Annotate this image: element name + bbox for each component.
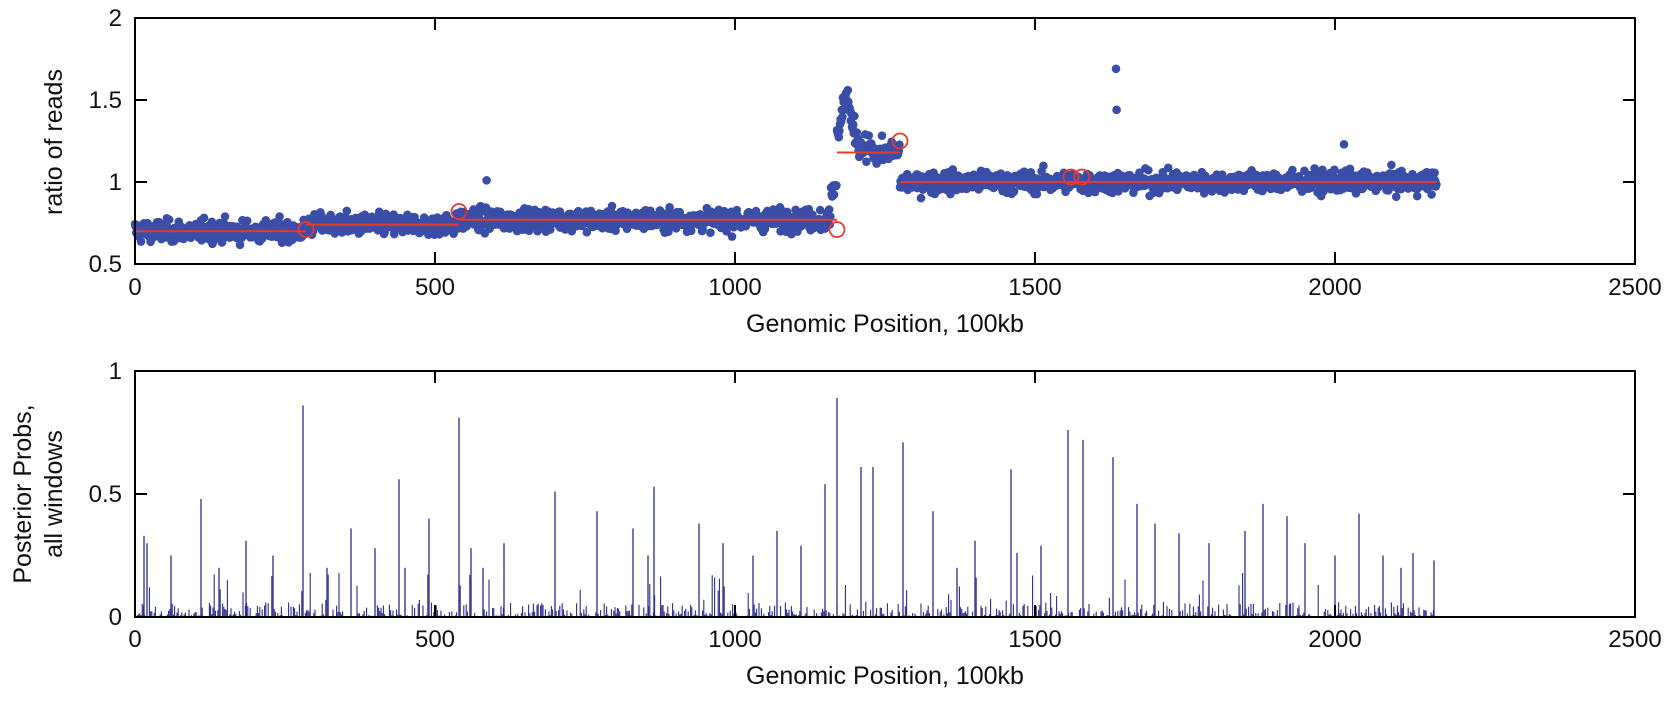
bottom-ytick-label: 0	[109, 604, 122, 631]
breakpoint-circle	[891, 132, 909, 150]
breakpoint-circle	[1062, 168, 1080, 186]
top-xtick-label: 2000	[1308, 274, 1361, 301]
data-point	[1391, 192, 1401, 202]
top-ytick-label: 1.5	[89, 87, 122, 114]
data-point	[665, 203, 674, 212]
data-point	[235, 240, 245, 250]
bottom-chart-ticks	[134, 370, 1636, 618]
bottom-y-axis-label: Posterior Probs,	[9, 404, 37, 583]
data-point	[533, 226, 542, 236]
data-point	[832, 181, 841, 190]
data-point	[1032, 189, 1042, 199]
breakpoint-circle	[828, 221, 846, 238]
top-chart-ticks	[134, 17, 1636, 265]
bottom-xtick-label: 500	[415, 626, 455, 653]
data-point	[760, 224, 770, 234]
bottom-xtick-label: 1500	[1008, 626, 1061, 653]
data-point	[275, 212, 284, 221]
bottom-ytick-label: 1	[109, 358, 122, 385]
bottom-chart: 0 0.5 1 0 500 1000 1500 2000 2500 Genomi…	[9, 358, 1662, 690]
top-ytick-label: 0.5	[89, 251, 122, 278]
breakpoint-circle	[1073, 168, 1091, 186]
data-point	[877, 131, 887, 141]
data-point	[242, 216, 252, 226]
data-point	[824, 205, 834, 214]
top-x-axis-label: Genomic Position, 100kb	[746, 310, 1024, 338]
data-point	[1427, 190, 1436, 199]
bottom-y-axis-label: all windows	[40, 430, 68, 558]
data-point	[607, 201, 617, 211]
top-chart: 0.5 1 1.5 2 0 500 1000 1500 2000 2500 Ge…	[40, 5, 1662, 338]
data-point	[834, 132, 844, 142]
data-point	[825, 220, 835, 229]
data-point	[1114, 187, 1123, 196]
data-point	[1387, 160, 1396, 170]
bottom-xtick-label: 0	[128, 626, 141, 653]
bottom-x-axis-label: Genomic Position, 100kb	[746, 662, 1024, 690]
data-point	[199, 213, 209, 223]
data-point	[1039, 161, 1048, 171]
bottom-chart-frame	[134, 370, 1636, 618]
data-point	[706, 228, 715, 237]
data-point	[782, 207, 792, 217]
top-y-axis-label: ratio of reads	[40, 69, 68, 215]
data-point	[136, 237, 146, 246]
data-point	[664, 227, 673, 236]
data-point	[1163, 163, 1173, 173]
data-point	[207, 217, 217, 227]
data-point	[862, 157, 871, 166]
data-point	[374, 207, 384, 217]
data-point	[895, 140, 904, 149]
data-point	[675, 207, 685, 217]
data-point	[164, 215, 174, 224]
data-point	[722, 226, 731, 236]
data-point	[850, 111, 859, 121]
data-point	[727, 232, 737, 241]
data-point	[829, 190, 839, 199]
outlier-point	[843, 85, 853, 95]
data-point	[1144, 165, 1153, 175]
outlier-point	[482, 176, 491, 185]
data-point	[838, 112, 847, 122]
top-ytick-label: 2	[109, 5, 122, 32]
outlier-point	[1112, 105, 1121, 115]
data-point	[864, 131, 874, 140]
bottom-xtick-label: 1000	[708, 626, 761, 653]
top-xtick-label: 500	[415, 274, 455, 301]
top-xtick-label: 1500	[1008, 274, 1061, 301]
data-point	[1430, 168, 1439, 178]
data-point	[848, 120, 858, 129]
data-point	[1288, 165, 1297, 175]
data-point	[686, 226, 696, 236]
top-ytick-label: 1	[109, 169, 122, 196]
data-point	[220, 212, 230, 221]
top-chart-frame	[134, 17, 1636, 265]
data-point	[1412, 191, 1422, 201]
bottom-ytick-label: 0.5	[89, 481, 122, 508]
breakpoint-circle	[297, 221, 315, 238]
data-point	[835, 126, 844, 136]
data-point	[582, 227, 592, 237]
data-point	[1009, 187, 1019, 196]
outlier-point	[1339, 139, 1349, 149]
top-chart-marks	[130, 64, 1441, 250]
data-point	[916, 193, 926, 203]
outlier-point	[1111, 64, 1121, 74]
data-point	[815, 205, 825, 215]
breakpoint-circle	[450, 203, 468, 220]
data-point	[611, 226, 620, 236]
top-xtick-label: 2500	[1608, 274, 1661, 301]
data-point	[342, 206, 352, 216]
bottom-xtick-label: 2000	[1308, 626, 1361, 653]
data-point	[1330, 165, 1339, 175]
bottom-chart-marks	[136, 398, 1435, 617]
top-xtick-label: 1000	[708, 274, 761, 301]
top-xtick-label: 0	[128, 274, 141, 301]
bottom-xtick-label: 2500	[1608, 626, 1661, 653]
